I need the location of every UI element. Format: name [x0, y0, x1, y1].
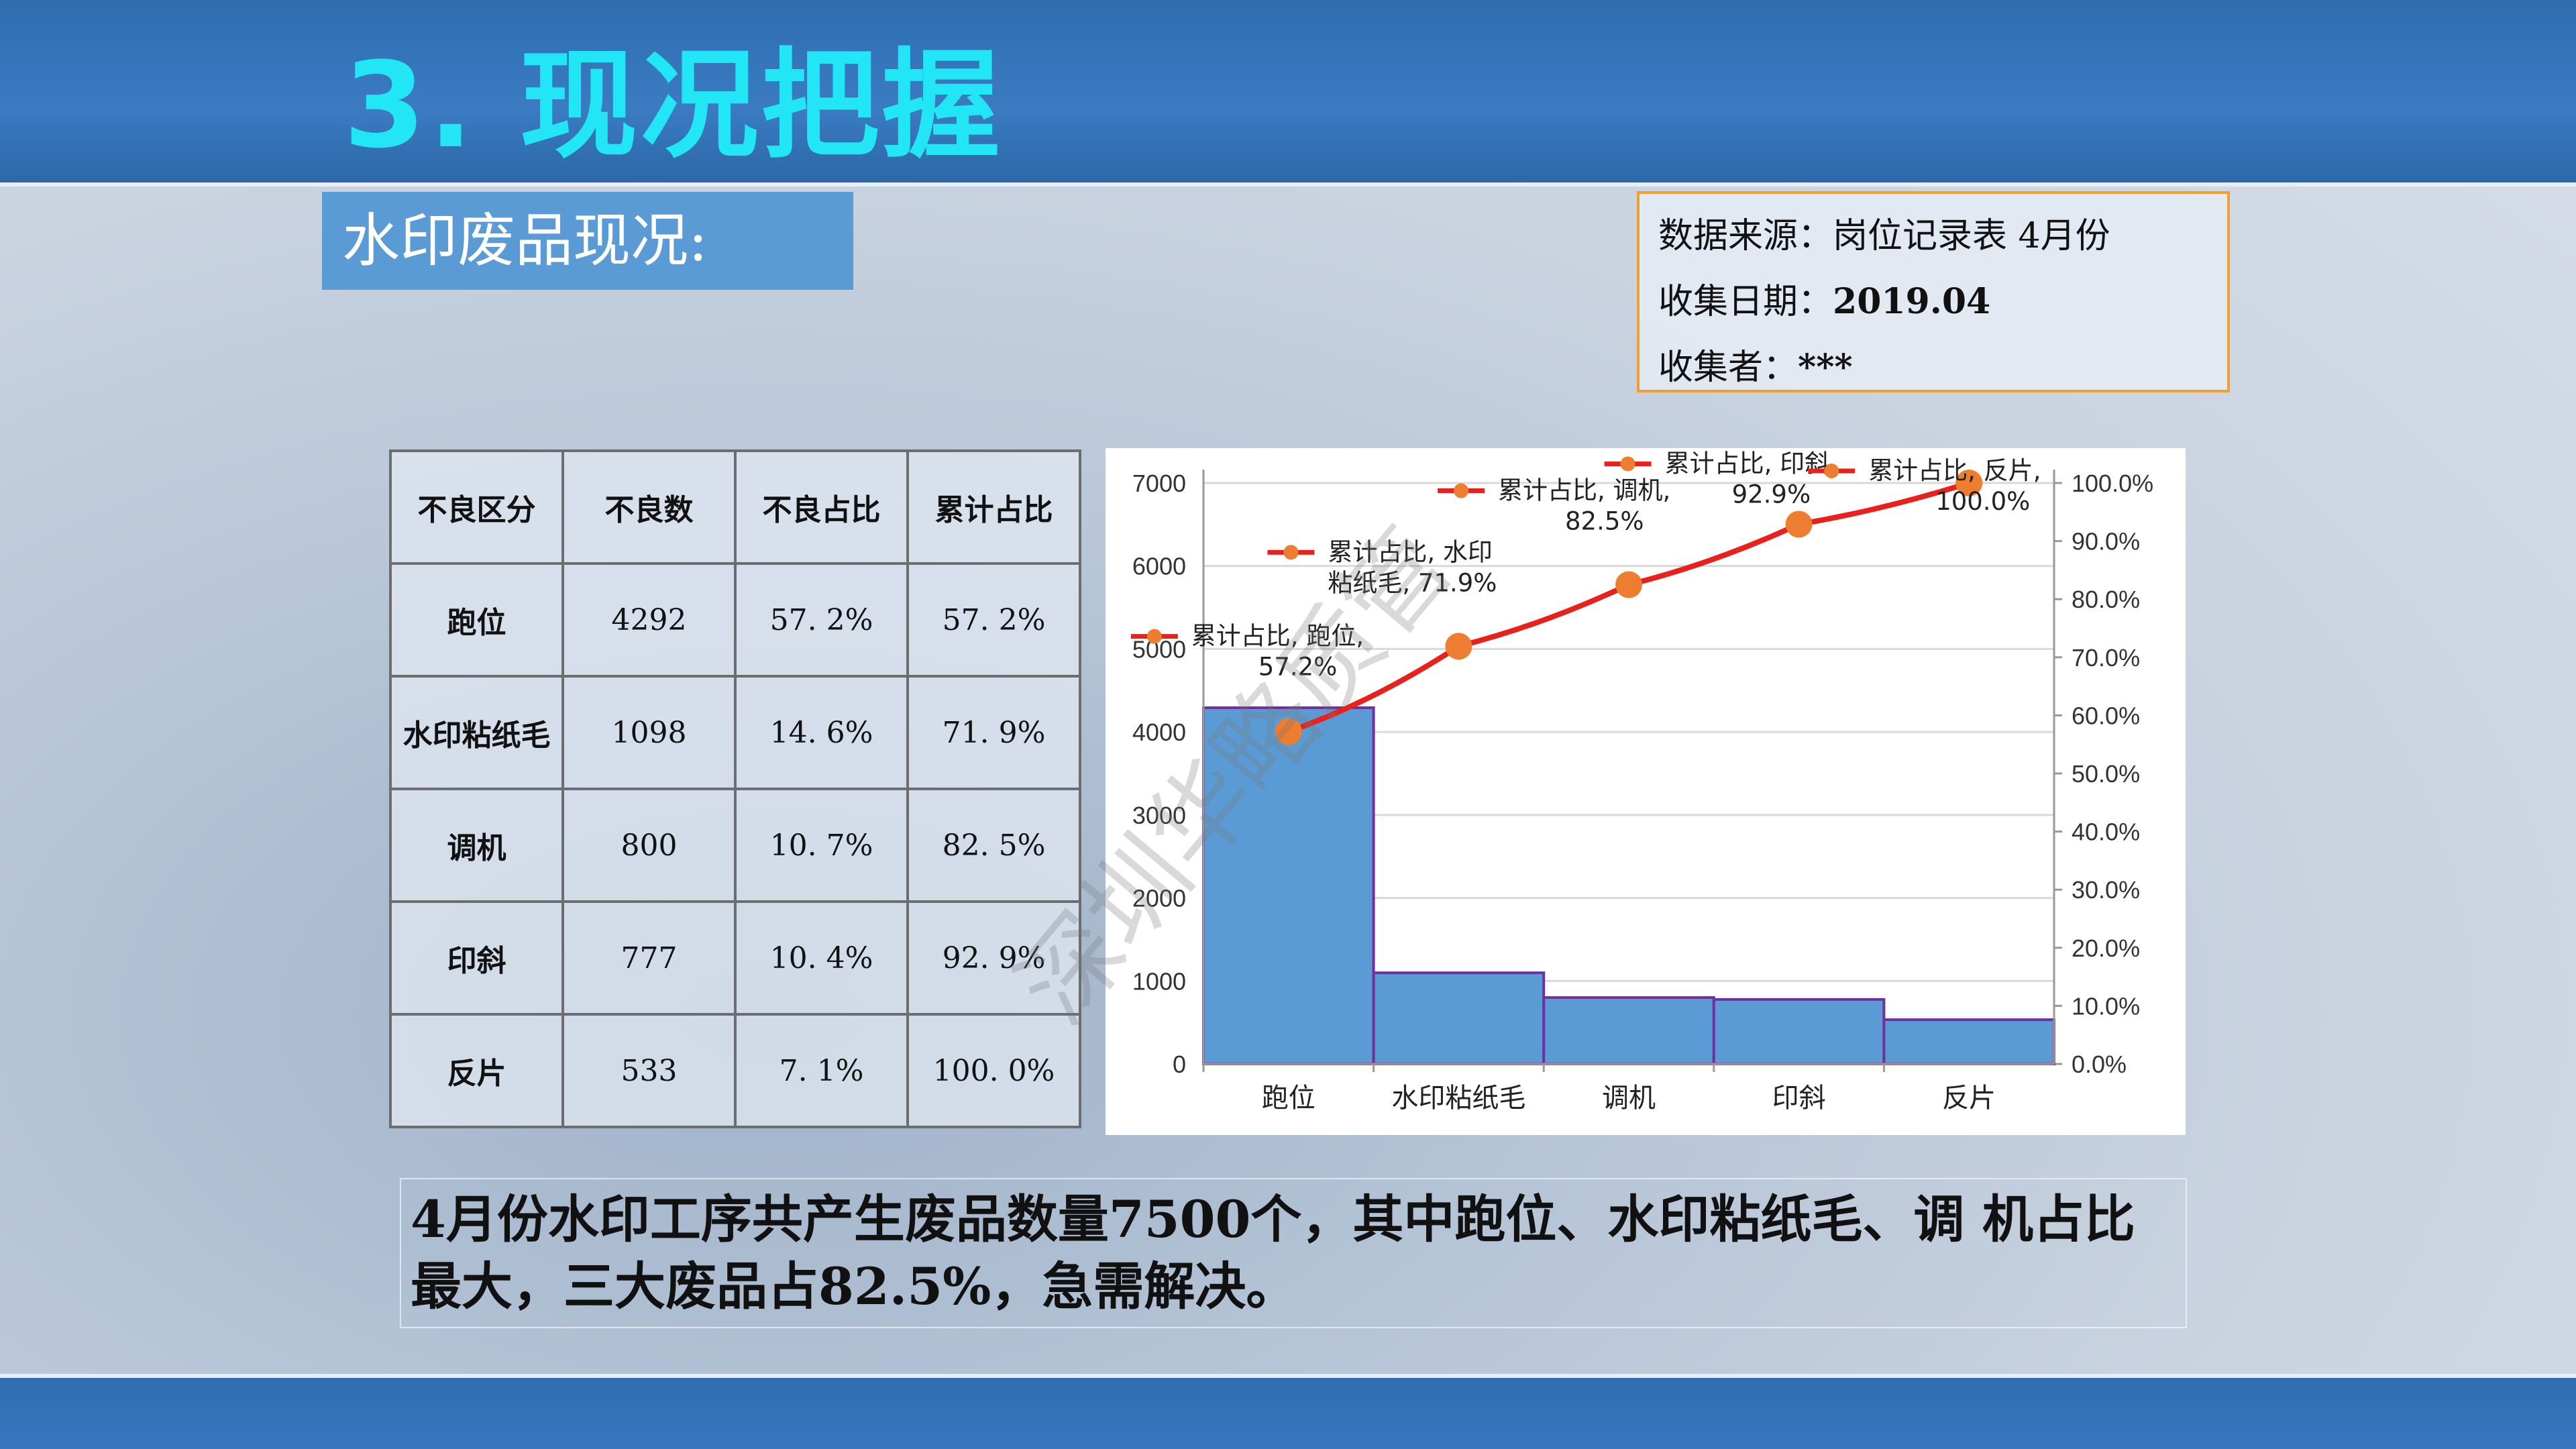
data-label-key-marker [1824, 464, 1839, 478]
table-row: 水印粘纸毛 1098 14. 6% 71. 9% [389, 675, 1081, 790]
collector-value: *** [1798, 347, 1853, 388]
header-bar [0, 0, 2576, 182]
conclusion-text: 4月份水印工序共产生废品数量7500个，其中跑位、水印粘纸毛、调 机占比最大，三… [411, 1189, 2135, 1316]
cumulative-point [1615, 571, 1642, 598]
date-line: 收集日期：2019.04 [1658, 269, 2227, 335]
source-value: 4月份 [2018, 216, 2110, 256]
source-line: 数据来源：岗位记录表 4月份 [1658, 203, 2227, 269]
y-right-tick-label: 10.0% [2072, 992, 2140, 1020]
bar [1712, 998, 1886, 1066]
footer-divider [0, 1374, 2576, 1378]
table-cell: 调机 [389, 788, 564, 903]
table-cell: 71. 9% [906, 675, 1081, 790]
y-left-tick-label: 7000 [1132, 470, 1186, 497]
y-right-tick-label: 20.0% [2072, 934, 2140, 962]
data-label: 粘纸毛, 71.9% [1328, 568, 1497, 597]
table-cell: 14. 6% [734, 675, 909, 790]
data-label: 累计占比, 跑位, [1191, 622, 1364, 651]
table-cell: 印斜 [389, 900, 564, 1016]
table-cell: 777 [561, 900, 737, 1016]
y-left-tick-label: 6000 [1132, 553, 1186, 580]
y-left-tick-label: 4000 [1132, 718, 1186, 746]
cumulative-point [1275, 718, 1302, 745]
x-tick-label: 跑位 [1262, 1083, 1316, 1114]
table-cell: 533 [561, 1013, 737, 1128]
y-right-tick-label: 50.0% [2072, 760, 2140, 788]
data-label: 57.2% [1258, 653, 1338, 682]
y-right-tick-label: 90.0% [2072, 528, 2140, 555]
y-left-tick-label: 0 [1173, 1051, 1186, 1078]
table-row: 反片 533 7. 1% 100. 0% [389, 1013, 1081, 1128]
table-header-cell: 不良区分 [389, 449, 564, 565]
cumulative-point [1955, 470, 1983, 496]
table-cell: 10. 4% [734, 900, 909, 1016]
y-left-tick-label: 2000 [1132, 885, 1186, 912]
data-label: 累计占比, 反片, [1868, 456, 2041, 485]
y-left-tick-label: 3000 [1132, 802, 1186, 829]
date-value: 2019.04 [1833, 281, 1991, 322]
y-right-tick-label: 60.0% [2072, 702, 2140, 729]
data-label: 82.5% [1565, 507, 1644, 536]
table-header-cell: 累计占比 [906, 449, 1081, 565]
data-label: 累计占比, 印斜, [1665, 449, 1837, 478]
table-cell: 跑位 [389, 562, 564, 678]
table-header-cell: 不良数 [561, 449, 737, 565]
defect-table: 不良区分 不良数 不良占比 累计占比 跑位 4292 57. 2% 57. 2%… [389, 449, 1081, 1128]
section-label: 水印废品现况: [322, 192, 853, 290]
table-header-row: 不良区分 不良数 不良占比 累计占比 [389, 449, 1081, 565]
table-header-cell: 不良占比 [734, 449, 909, 565]
table-cell: 4292 [561, 562, 737, 678]
y-right-tick-label: 0.0% [2072, 1051, 2127, 1078]
y-right-tick-label: 70.0% [2072, 644, 2140, 672]
x-tick-label: 反片 [1942, 1083, 1996, 1114]
bar [1372, 971, 1546, 1066]
table-cell: 800 [561, 788, 737, 903]
table-cell: 57. 2% [734, 562, 909, 678]
cumulative-point [1445, 633, 1472, 660]
table-cell: 100. 0% [906, 1013, 1081, 1128]
y-right-tick-label: 80.0% [2072, 586, 2140, 613]
table-cell: 7. 1% [734, 1013, 909, 1128]
y-right-tick-label: 40.0% [2072, 818, 2140, 846]
y-right-tick-label: 100.0% [2072, 470, 2153, 497]
data-label-key-marker [1454, 483, 1468, 498]
bar [1882, 1018, 2056, 1066]
data-label-key-marker [1283, 545, 1299, 560]
collector-label: 收集者： [1658, 347, 1799, 388]
slide-title: 3. 现况把握 [343, 37, 1003, 174]
data-label: 100.0% [1935, 487, 2030, 516]
data-label: 92.9% [1732, 480, 1811, 508]
header-divider [0, 182, 2576, 186]
data-label-key-marker [1620, 456, 1635, 472]
source-label: 数据来源：岗位记录表 [1658, 216, 2008, 256]
data-source-box: 数据来源：岗位记录表 4月份 收集日期：2019.04 收集者：*** [1637, 191, 2230, 392]
table-cell: 92. 9% [906, 900, 1081, 1016]
footer-bar [0, 1378, 2576, 1449]
table-row: 跑位 4292 57. 2% 57. 2% [389, 562, 1081, 678]
table-cell: 82. 5% [906, 788, 1081, 903]
table-row: 调机 800 10. 7% 82. 5% [389, 788, 1081, 903]
conclusion-frame [400, 1178, 2187, 1328]
x-tick-label: 水印粘纸毛 [1391, 1083, 1525, 1114]
table-cell: 57. 2% [906, 562, 1081, 678]
table-cell: 10. 7% [734, 788, 909, 903]
data-label: 累计占比, 调机, [1498, 476, 1670, 505]
y-left-tick-label: 1000 [1132, 967, 1186, 995]
cumulative-point [1785, 511, 1813, 538]
bar [1542, 996, 1715, 1065]
data-label-key-marker [1146, 629, 1162, 644]
x-tick-label: 调机 [1602, 1083, 1656, 1114]
collector-line: 收集者：*** [1658, 335, 2227, 400]
table-row: 印斜 777 10. 4% 92. 9% [389, 900, 1081, 1016]
data-label: 累计占比, 水印 [1328, 537, 1493, 566]
table-cell: 反片 [389, 1013, 564, 1128]
y-right-tick-label: 30.0% [2072, 876, 2140, 904]
x-tick-label: 印斜 [1772, 1083, 1826, 1114]
pareto-chart: 0 1000 2000 3000 4000 5000 6000 7000 0.0% 10.0% 20… [1106, 448, 2186, 1135]
date-label: 收集日期： [1658, 282, 1833, 322]
table-cell: 水印粘纸毛 [389, 675, 564, 790]
table-cell: 1098 [561, 675, 737, 790]
pareto-chart-svg: 010002000300040005000600070000.0%10.0%20… [1130, 449, 2153, 1114]
